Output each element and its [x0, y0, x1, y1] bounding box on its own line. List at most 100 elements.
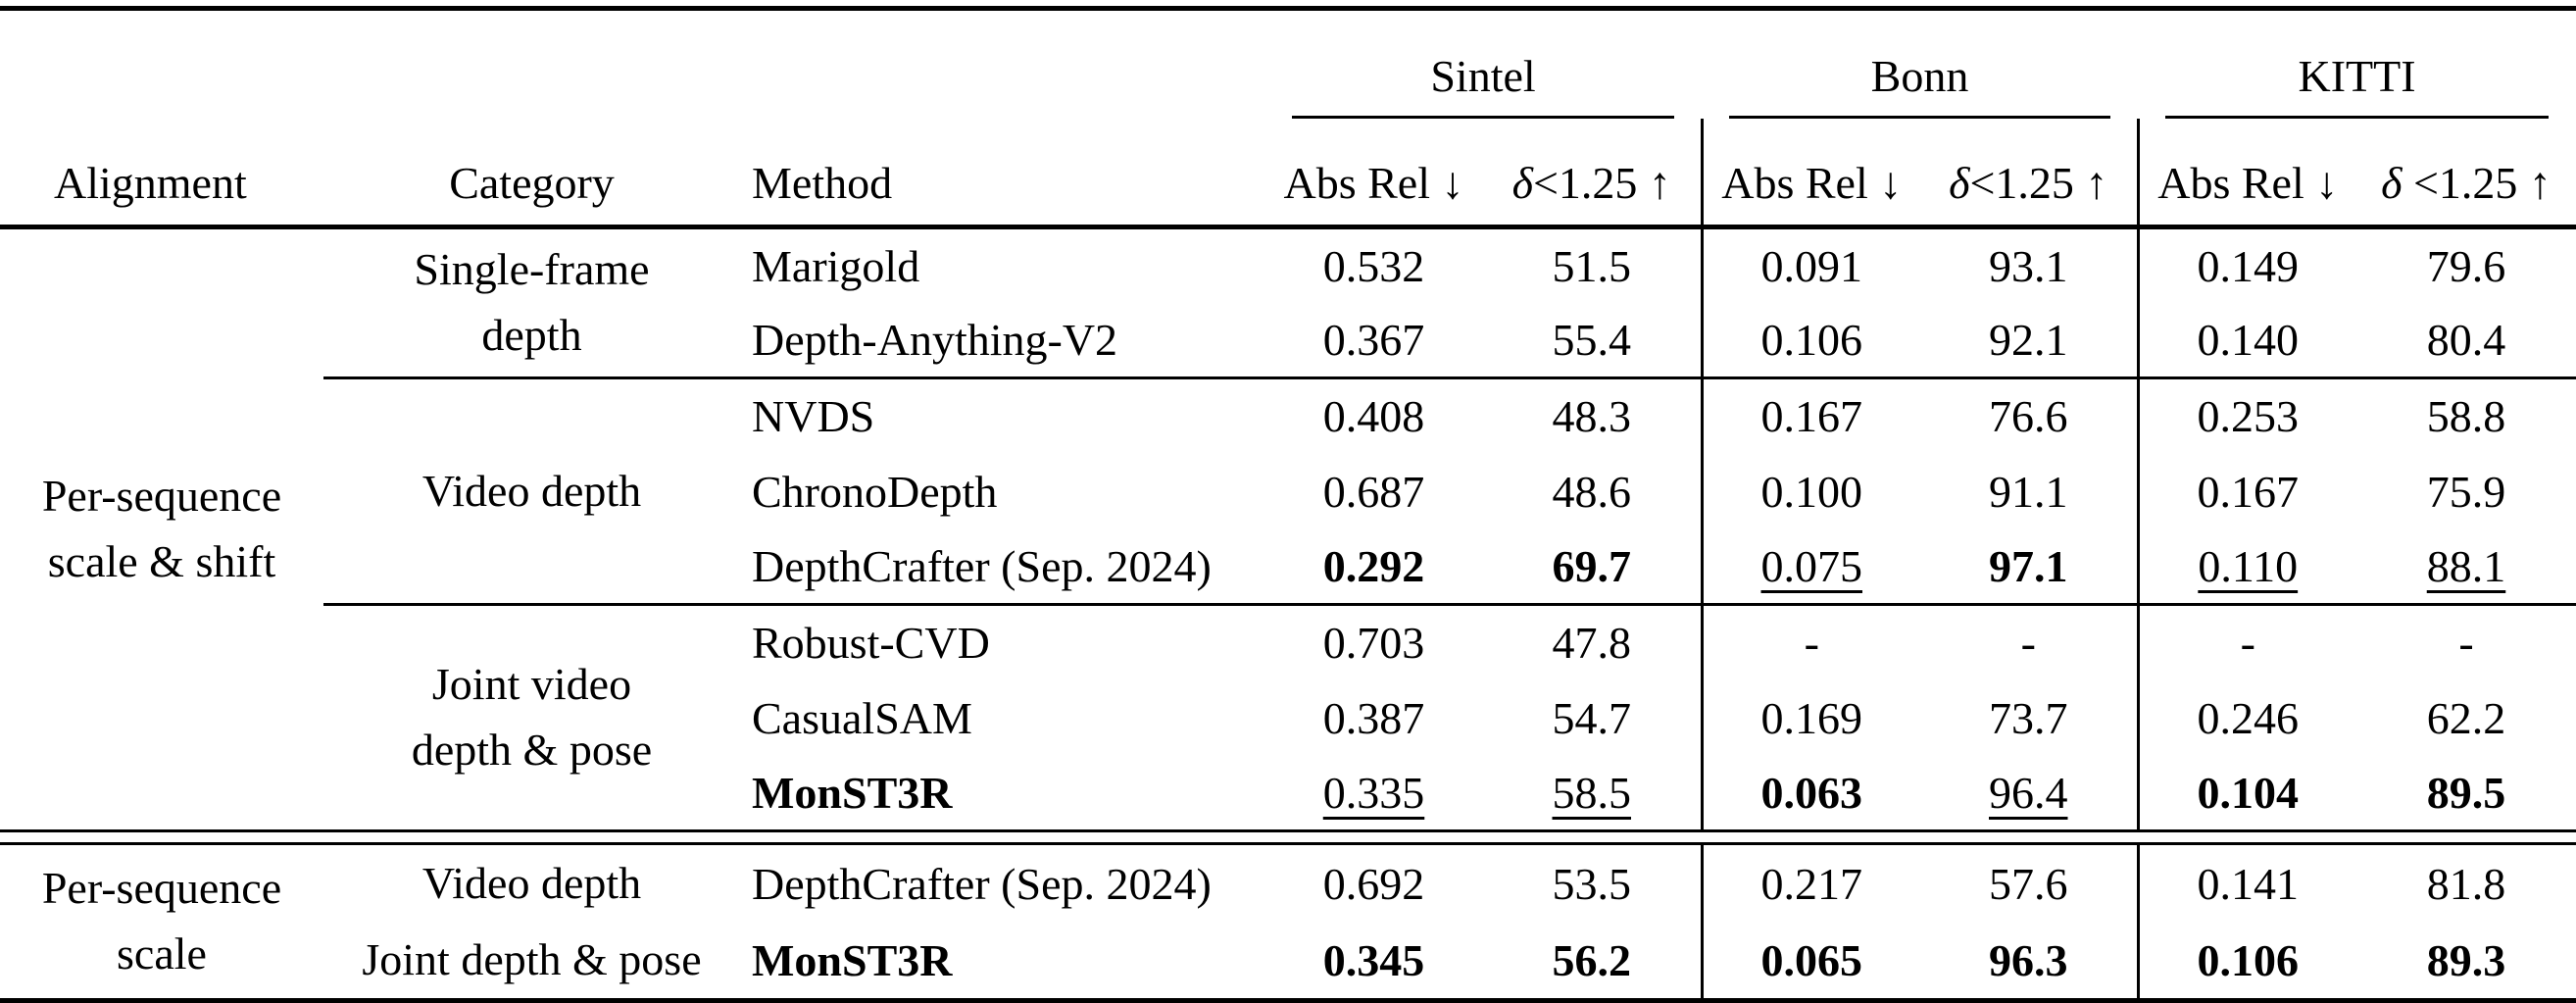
metric-value: 56.2 [1552, 934, 1632, 985]
metric-value: 89.5 [2426, 767, 2506, 818]
value-cell: 0.335 [1264, 756, 1483, 831]
table-row: Joint video depth & pose Robust-CVD 0.703 4… [0, 604, 2576, 775]
value-cell: 96.3 [1920, 923, 2138, 1001]
metric-value: 91.1 [1989, 466, 2068, 517]
metric-value: 0.091 [1760, 240, 1863, 291]
category-cell: Single-frame depth [323, 226, 740, 379]
value-cell: 81.8 [2356, 844, 2576, 923]
table-row: CasualSAM 0.387 54.7 0.169 73.7 0.246 62.2 [0, 679, 2576, 756]
value-cell: 93.1 [1920, 227, 2138, 303]
metric-value: 55.4 [1552, 314, 1632, 365]
sintel-absrel-header: Abs Rel ↓ [1264, 119, 1483, 229]
value-cell: 57.6 [1920, 844, 2138, 923]
metric-value: 0.367 [1322, 314, 1425, 365]
metric-value: 0.345 [1322, 934, 1425, 985]
value-cell: - [1920, 605, 2138, 680]
value-cell: 75.9 [2356, 454, 2576, 529]
category-cell: Joint depth & pose [362, 933, 702, 984]
metric-value: 88.1 [2426, 540, 2506, 591]
metric-value: 0.408 [1322, 391, 1425, 442]
metric-value: 0.140 [2197, 314, 2300, 365]
value-cell: 0.367 [1264, 302, 1483, 379]
bonn-delta-header: δ<1.25 ↑ [1920, 119, 2138, 229]
table-row: Video depth NVDS 0.408 48.3 0.167 76.6 0.253 58… [0, 377, 2576, 606]
method-column-header: Method [740, 119, 1264, 229]
results-table: Sintel Bonn KITTI Alignment Category Met… [0, 6, 2576, 1003]
category-cell: Joint video depth & pose [411, 659, 653, 775]
metric-value: 73.7 [1989, 692, 2068, 743]
sintel-delta-header: δ<1.25 ↑ [1483, 119, 1702, 229]
metric-value: 57.6 [1989, 858, 2068, 909]
metric-value: 53.5 [1552, 858, 1632, 909]
metric-value: - [2020, 618, 2036, 669]
table-row: DepthCrafter (Sep. 2024) 0.292 69.7 0.075 97… [0, 528, 2576, 606]
value-cell: - [1700, 604, 1920, 680]
value-cell: 0.100 [1700, 453, 1920, 529]
metric-value: 92.1 [1989, 314, 2068, 365]
table-header: Sintel Bonn KITTI Alignment Category Met… [0, 9, 2576, 229]
double-rule [0, 829, 2576, 845]
metric-value: 0.104 [2197, 767, 2300, 818]
metric-value: 48.6 [1552, 466, 1632, 517]
method-cell: DepthCrafter (Sep. 2024) [752, 858, 1212, 909]
group-title-kitti: KITTI [2165, 50, 2549, 119]
table-row: Per-sequence scale Video depth DepthCrafte… [0, 843, 2576, 978]
metric-value: 0.100 [1760, 466, 1863, 517]
metric-value: 0.335 [1322, 767, 1425, 818]
bonn-absrel-header: Abs Rel ↓ [1700, 119, 1920, 229]
group-header-bonn: Bonn [1702, 9, 2138, 119]
value-cell: 0.075 [1700, 528, 1920, 606]
table-row: MonST3R 0.335 58.5 0.063 96.4 0.104 89.5 [0, 755, 2576, 831]
metric-value: 58.5 [1552, 767, 1632, 818]
method-cell: CasualSAM [752, 692, 972, 743]
dataset-group-row: Sintel Bonn KITTI [0, 9, 2576, 119]
value-cell: 0.345 [1264, 923, 1483, 1001]
value-cell: 62.2 [2356, 680, 2576, 756]
method-cell: ChronoDepth [752, 466, 998, 517]
metric-value: 58.8 [2426, 391, 2506, 442]
metric-value: 47.8 [1552, 618, 1632, 669]
value-cell: 0.063 [1700, 755, 1920, 831]
value-cell: 0.140 [2136, 302, 2356, 379]
metric-value: 0.110 [2198, 540, 2299, 591]
metric-value: 0.246 [2197, 692, 2300, 743]
metric-value: 54.7 [1552, 692, 1632, 743]
metric-value: 51.5 [1552, 240, 1632, 291]
value-cell: 56.2 [1483, 923, 1702, 1001]
section-separator-row [0, 829, 2576, 845]
value-cell: 91.1 [1920, 454, 2138, 529]
alignment-column-header: Alignment [0, 119, 323, 229]
category-cell: Video depth [421, 857, 642, 908]
method-cell: Robust-CVD [752, 618, 990, 669]
table-row: Depth-Anything-V2 0.367 55.4 0.106 92.1 0.140… [0, 302, 2576, 379]
metric-value: 0.387 [1322, 692, 1425, 743]
metric-value: 0.106 [2197, 934, 2300, 985]
kitti-absrel-header: Abs Rel ↓ [2136, 119, 2356, 229]
metric-value: 96.4 [1989, 767, 2068, 818]
value-cell: 48.6 [1483, 454, 1702, 529]
value-cell: - [2136, 604, 2356, 680]
metric-value: 0.149 [2197, 240, 2300, 291]
group-title-sintel: Sintel [1292, 50, 1674, 119]
metric-value: 0.692 [1322, 858, 1425, 909]
metric-value: 0.703 [1322, 618, 1425, 669]
value-cell: 0.169 [1700, 679, 1920, 756]
value-cell: 79.6 [2356, 227, 2576, 303]
delta-symbol: δ [1949, 158, 1970, 208]
value-cell: 53.5 [1483, 844, 1702, 923]
value-cell: 0.217 [1700, 843, 1920, 923]
metric-value: 0.167 [2197, 466, 2300, 517]
value-cell: 97.1 [1920, 528, 2138, 606]
value-cell: 92.1 [1920, 302, 2138, 379]
value-cell: 0.167 [2136, 453, 2356, 529]
value-cell: 0.065 [1700, 922, 1920, 1001]
results-table-body: Per-sequence scale & shift Single-frame d… [0, 226, 2576, 1001]
column-header-row: Alignment Category Method Abs Rel ↓ δ<1.… [0, 119, 2576, 229]
value-cell: 0.687 [1264, 454, 1483, 529]
value-cell: 51.5 [1483, 227, 1702, 303]
delta-symbol: δ [2381, 158, 2403, 208]
value-cell: 0.703 [1264, 605, 1483, 680]
metric-value: 0.065 [1760, 934, 1863, 985]
kitti-delta-header: δ <1.25 ↑ [2356, 119, 2576, 229]
method-cell: NVDS [752, 391, 875, 442]
